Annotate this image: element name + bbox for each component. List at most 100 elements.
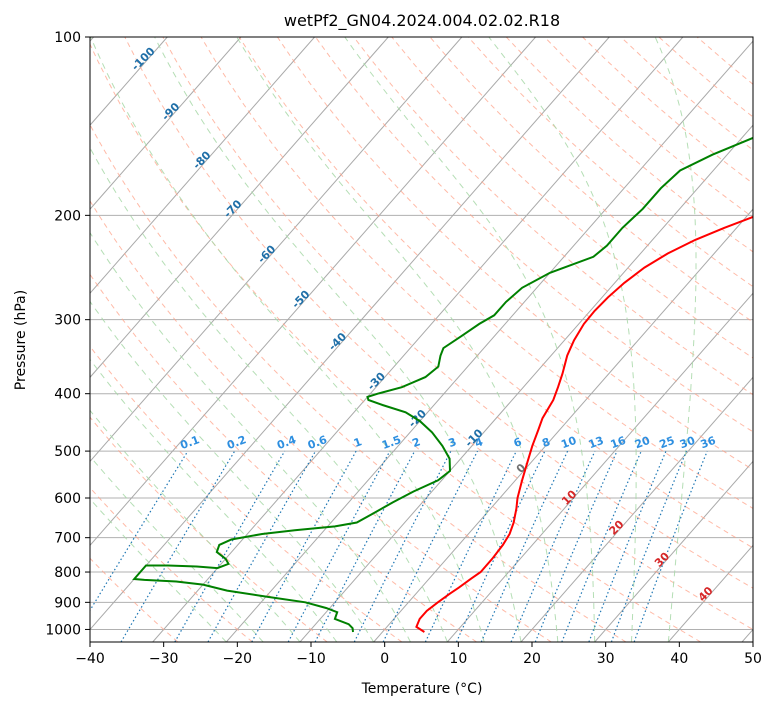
isotherm [225,40,753,642]
plot-frame [89,36,754,643]
dry-adiabat [467,37,753,288]
y-tick-label: 200 [54,208,81,224]
dry-adiabat [544,37,753,219]
mixing-ratio-line [382,450,479,642]
isotherm [299,124,753,642]
dry-adiabat [429,37,753,323]
y-tick-label: 400 [54,387,81,403]
mixing-ratio-line [510,450,596,642]
dry-adiabat [391,37,753,359]
moist-adiabat [90,231,411,642]
dry-adiabat [90,199,552,642]
mixing-ratio-label: 0.4 [275,433,298,452]
mixing-ratio-line [588,450,667,642]
dry-adiabat [162,37,753,589]
adiabat-label: -40 [326,330,349,353]
moist-adiabat [90,498,227,642]
mixing-ratio-label: 8 [540,435,552,450]
isotherm [520,376,753,642]
moist-adiabat [90,409,301,642]
isotherm [90,37,315,294]
x-tick-label: 0 [380,651,389,667]
y-tick-label: 800 [54,565,81,581]
moist-adiabat [236,37,559,642]
y-tick-label: 500 [54,444,81,460]
mixing-ratio-line [480,450,569,642]
moist-adiabat [488,37,637,642]
dry-adiabat [124,37,753,630]
x-axis-label: Temperature (°C) [361,681,483,697]
isotherm [152,37,684,642]
x-tick-label: 20 [523,651,541,667]
mixing-ratio-label: 4 [473,435,485,450]
dry-adiabat [696,37,753,85]
isotherm [594,460,753,642]
x-axis: −40 −30 −20 −10 0 10 20 30 40 50 [75,642,762,667]
adiabat-label: -100 [129,44,158,73]
mixing-ratio-label: 36 [699,434,718,452]
mixing-ratio-line [353,450,452,642]
mixing-ratio-line [251,450,357,642]
temperature-series [415,215,753,633]
isotherm [90,37,536,547]
y-axis-label: Pressure (hPa) [13,290,29,390]
isotherm [90,37,463,463]
mixing-ratio-label: 13 [587,434,606,451]
mixing-ratio-label: 1 [352,435,364,450]
mixing-ratio-line [633,450,708,642]
chart-title: wetPf2_GN04.2024.004.02.02.R18 [284,11,560,31]
mixing-ratio-label: 20 [633,434,652,452]
mixing-ratio-line [314,450,416,642]
mixing-ratio-label: 3 [447,435,459,450]
y-tick-label: 700 [54,531,81,547]
y-tick-label: 100 [54,30,81,46]
mixing-ratio-label: 16 [609,434,628,452]
x-tick-label: −30 [149,651,179,667]
dry-adiabat [90,486,253,642]
dry-adiabat [90,416,328,642]
isotherm [90,37,242,210]
adiabat-label: 30 [652,549,672,569]
adiabat-label: -50 [289,288,312,311]
mixing-ratio-label: 1.5 [380,433,403,452]
moist-adiabat [654,37,697,642]
x-tick-label: −40 [75,651,105,667]
plot-area: 0.1 0.2 0.4 0.6 1 1.5 2 3 4 6 8 10 13 16 20 25 30 36-100-… [90,37,753,642]
mixing-ratio-label: 0.1 [178,433,201,452]
mixing-ratio-line [610,450,688,642]
x-tick-label: 50 [744,651,762,667]
adiabat-label: -30 [365,370,388,393]
dry-adiabat [90,43,701,642]
dry-adiabat [200,37,753,549]
y-tick-label: 300 [54,313,81,329]
adiabat-label: -60 [255,242,278,265]
isotherm [667,544,753,642]
x-tick-label: −20 [223,651,253,667]
dry-adiabat [620,37,753,151]
mixing-ratio-label: 0.6 [306,433,329,452]
mixing-ratio-label: 0.2 [225,433,248,452]
adiabat-label: 40 [696,584,716,604]
x-tick-label: 40 [670,651,688,667]
adiabat-label: 20 [607,518,627,538]
adiabat-label: -70 [221,197,244,220]
moist-adiabat [90,37,485,642]
isotherm [741,628,753,642]
adiabat-label: -80 [190,148,213,171]
dry-adiabat [582,37,753,185]
x-tick-label: 30 [597,651,615,667]
isotherm [90,37,389,379]
dry-adiabat [90,273,477,642]
moist-adiabat [90,300,375,642]
mixing-ratio-label: 10 [559,434,578,452]
isotherm [446,292,753,642]
dry-adiabat [90,123,627,642]
dry-adiabat [238,37,753,510]
dry-adiabat [315,37,753,433]
mixing-ratio-label: 6 [512,435,524,450]
moist-adiabat [90,455,264,642]
dry-adiabat [276,37,753,471]
mixing-ratio-line [287,450,391,642]
mixing-ratio-label: 25 [658,434,677,451]
